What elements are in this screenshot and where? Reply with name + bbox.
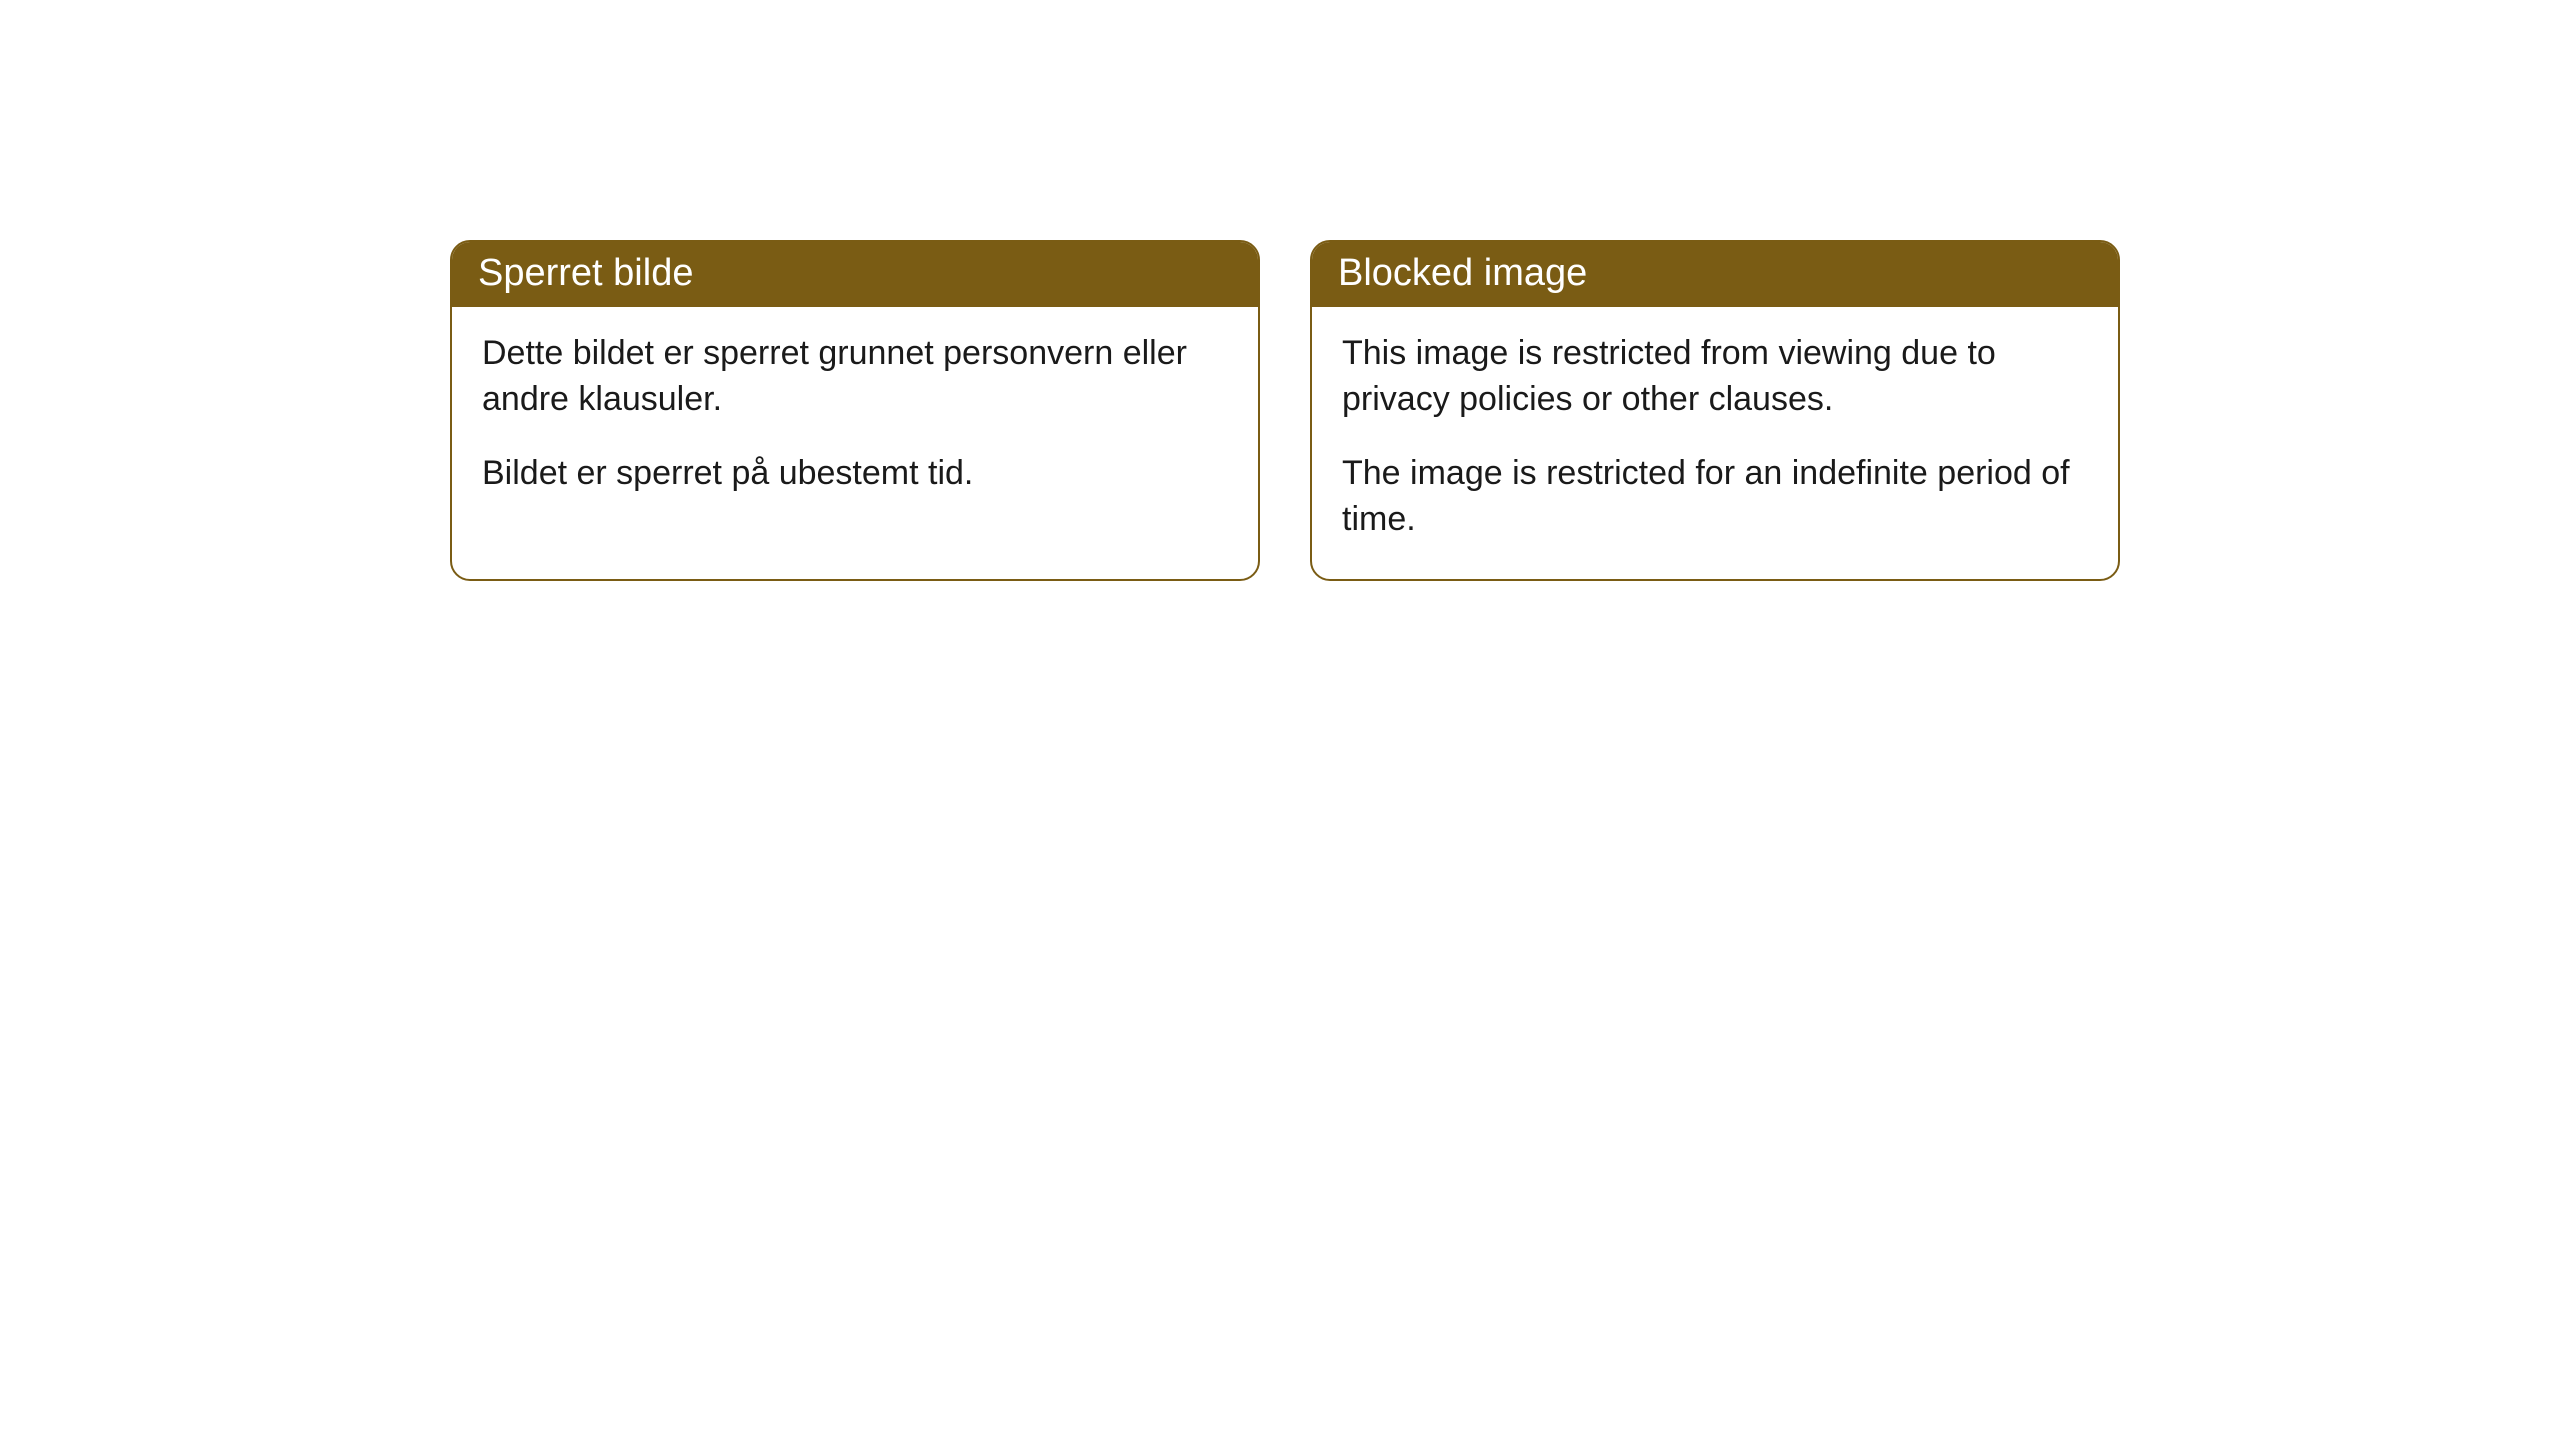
notice-paragraph-2: The image is restricted for an indefinit…	[1342, 451, 2088, 543]
notice-cards-container: Sperret bilde Dette bildet er sperret gr…	[0, 0, 2560, 581]
card-body: Dette bildet er sperret grunnet personve…	[452, 307, 1258, 533]
card-header: Blocked image	[1312, 242, 2118, 307]
card-header: Sperret bilde	[452, 242, 1258, 307]
notice-paragraph-2: Bildet er sperret på ubestemt tid.	[482, 451, 1228, 497]
blocked-image-card-english: Blocked image This image is restricted f…	[1310, 240, 2120, 581]
notice-paragraph-1: This image is restricted from viewing du…	[1342, 331, 2088, 423]
notice-paragraph-1: Dette bildet er sperret grunnet personve…	[482, 331, 1228, 423]
card-body: This image is restricted from viewing du…	[1312, 307, 2118, 579]
blocked-image-card-norwegian: Sperret bilde Dette bildet er sperret gr…	[450, 240, 1260, 581]
